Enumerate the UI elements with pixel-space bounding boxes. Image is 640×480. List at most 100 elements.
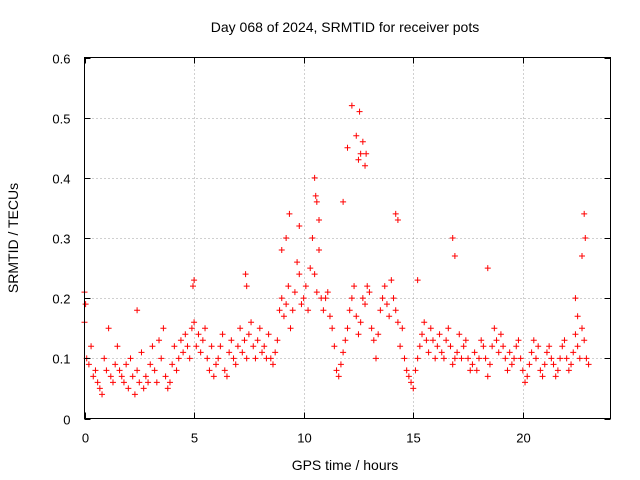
data-point	[112, 361, 119, 368]
data-point	[357, 319, 364, 326]
data-point	[476, 355, 482, 362]
data-point	[234, 343, 241, 350]
data-point	[355, 331, 362, 338]
data-point	[346, 307, 353, 314]
data-point	[294, 259, 301, 266]
y-tick-label: 0.3	[52, 232, 70, 247]
data-point	[175, 355, 182, 362]
data-point	[478, 337, 485, 344]
data-point	[583, 355, 590, 362]
data-point	[390, 295, 397, 302]
x-tick-label: 20	[516, 431, 530, 446]
data-point	[449, 361, 456, 368]
data-point	[429, 337, 436, 344]
data-point	[570, 349, 577, 356]
data-point	[340, 198, 347, 205]
data-point	[129, 373, 136, 380]
data-point	[410, 385, 417, 392]
data-point	[368, 325, 375, 332]
data-point	[256, 325, 263, 332]
data-point	[451, 253, 458, 260]
data-point	[230, 355, 237, 362]
data-point	[585, 361, 592, 368]
data-point	[414, 277, 421, 284]
data-point	[335, 373, 342, 380]
data-point	[243, 283, 250, 290]
data-point	[313, 289, 320, 296]
data-point	[568, 361, 575, 368]
data-point	[322, 295, 329, 302]
data-point	[312, 192, 319, 199]
y-tick-label: 0.5	[52, 112, 70, 127]
data-point	[118, 373, 125, 380]
data-point	[500, 343, 507, 350]
data-point	[445, 325, 452, 332]
data-point	[280, 313, 287, 320]
data-point	[353, 132, 360, 139]
data-point	[182, 331, 189, 338]
data-point	[177, 337, 184, 344]
y-tick-label: 0.1	[52, 352, 70, 367]
data-point	[99, 391, 106, 398]
data-point	[311, 174, 318, 181]
data-point	[344, 325, 351, 332]
data-point	[243, 355, 250, 362]
x-tick-label: 15	[406, 431, 420, 446]
data-point	[386, 313, 393, 320]
data-point	[582, 235, 589, 241]
data-point	[213, 361, 219, 368]
data-point	[511, 355, 518, 362]
data-point	[546, 343, 553, 350]
data-point	[559, 343, 566, 350]
data-point	[250, 343, 257, 350]
data-point	[362, 301, 369, 308]
data-point	[342, 337, 349, 344]
data-point	[151, 367, 158, 374]
data-point	[462, 337, 469, 344]
data-point	[581, 210, 588, 217]
y-axis-label: SRMTID / TECUs	[5, 183, 21, 293]
data-point	[82, 301, 89, 308]
data-point	[217, 343, 224, 350]
data-point	[92, 367, 99, 374]
data-point	[399, 325, 406, 332]
data-point	[265, 331, 272, 338]
data-point	[460, 343, 467, 350]
data-point	[114, 343, 121, 350]
data-point	[85, 361, 92, 368]
data-point	[348, 295, 355, 302]
data-point	[202, 325, 209, 332]
data-point	[311, 271, 318, 278]
data-point	[259, 349, 266, 356]
data-point	[513, 343, 520, 350]
x-axis-label: GPS time / hours	[292, 457, 399, 473]
data-point	[436, 331, 443, 338]
data-point	[381, 283, 388, 290]
x-tick-label: 10	[297, 431, 311, 446]
data-point	[291, 289, 298, 296]
data-point	[579, 325, 586, 332]
data-point	[359, 295, 366, 302]
data-point	[403, 367, 410, 374]
data-point	[171, 343, 178, 350]
data-point	[366, 289, 373, 296]
data-point	[162, 373, 169, 380]
data-point	[423, 337, 430, 344]
data-point	[191, 277, 198, 284]
data-point	[206, 367, 213, 374]
data-point	[296, 222, 303, 229]
data-point	[90, 373, 97, 380]
data-point	[392, 307, 399, 314]
data-point	[333, 367, 340, 374]
data-point	[208, 343, 215, 350]
data-point	[456, 331, 463, 338]
data-point	[465, 355, 472, 362]
data-point	[416, 343, 423, 350]
data-point	[283, 235, 290, 241]
data-point	[565, 367, 572, 374]
data-point	[484, 265, 491, 272]
data-point	[388, 277, 395, 284]
data-point	[532, 355, 539, 362]
data-point	[434, 343, 441, 350]
